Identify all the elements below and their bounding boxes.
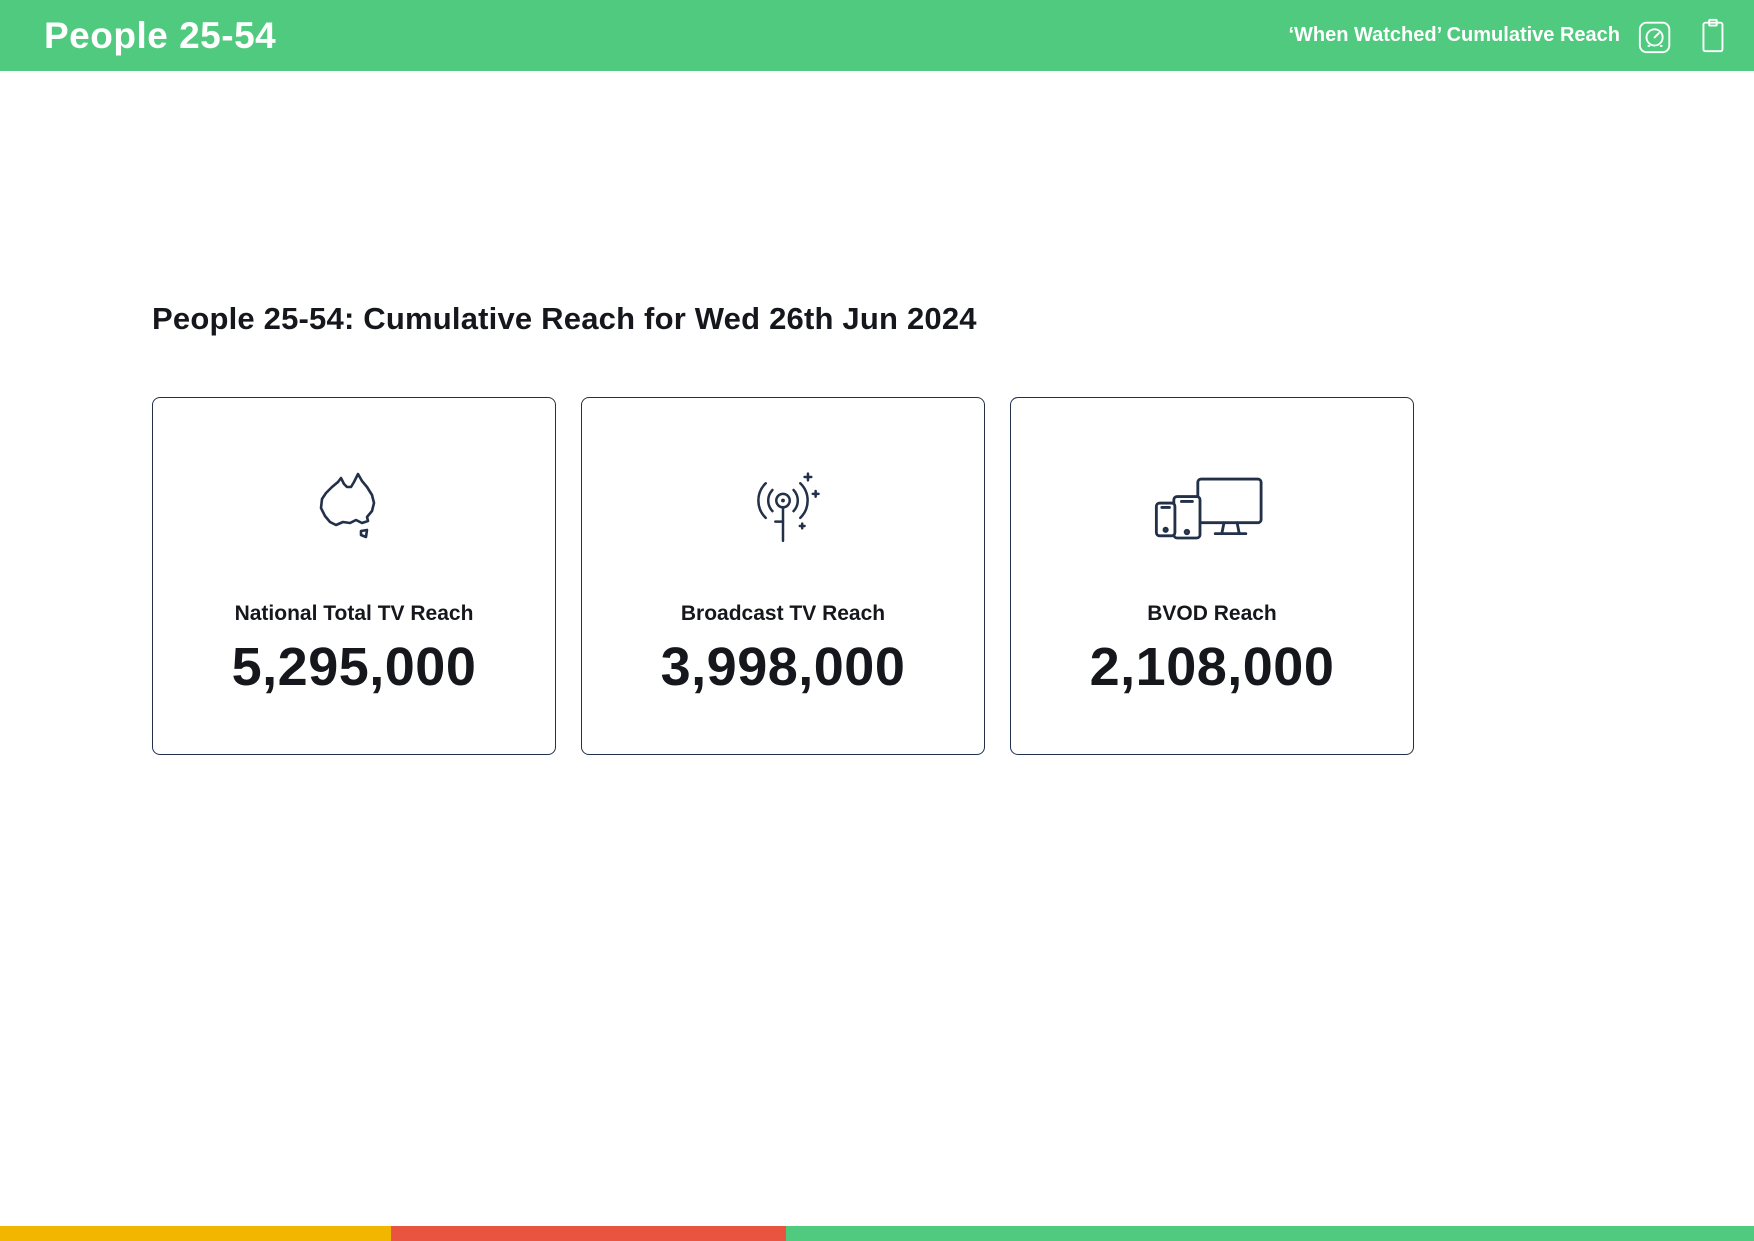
broadcast-antenna-icon (733, 466, 833, 562)
page-title: People 25-54 (44, 14, 277, 56)
card-national-total-tv-reach: National Total TV Reach 5,295,000 (152, 397, 556, 755)
timer-icon[interactable] (1636, 16, 1676, 56)
connected-devices-icon (1152, 466, 1272, 562)
card-value: 3,998,000 (660, 637, 906, 697)
card-label: National Total TV Reach (234, 602, 474, 625)
stripe-red (391, 1226, 786, 1241)
header-subtitle: ‘When Watched’ Cumulative Reach (1288, 24, 1620, 46)
card-value: 5,295,000 (231, 637, 477, 697)
app-header: People 25-54 ‘When Watched’ Cumulative R… (0, 0, 1754, 71)
stripe-yellow (0, 1226, 392, 1241)
stat-cards: National Total TV Reach 5,295,000 (152, 397, 1414, 755)
section-heading: People 25-54: Cumulative Reach for Wed 2… (152, 301, 977, 336)
header-right: ‘When Watched’ Cumulative Reach (1288, 16, 1732, 56)
card-value: 2,108,000 (1089, 637, 1335, 697)
stripe-green (785, 1226, 1754, 1241)
footer-stripe (0, 1226, 1754, 1241)
card-label: Broadcast TV Reach (680, 602, 886, 625)
card-label: BVOD Reach (1147, 602, 1277, 625)
card-broadcast-tv-reach: Broadcast TV Reach 3,998,000 (581, 397, 985, 755)
clipboard-icon[interactable] (1692, 16, 1732, 56)
australia-map-icon (304, 466, 404, 562)
card-bvod-reach: BVOD Reach 2,108,000 (1010, 397, 1414, 755)
